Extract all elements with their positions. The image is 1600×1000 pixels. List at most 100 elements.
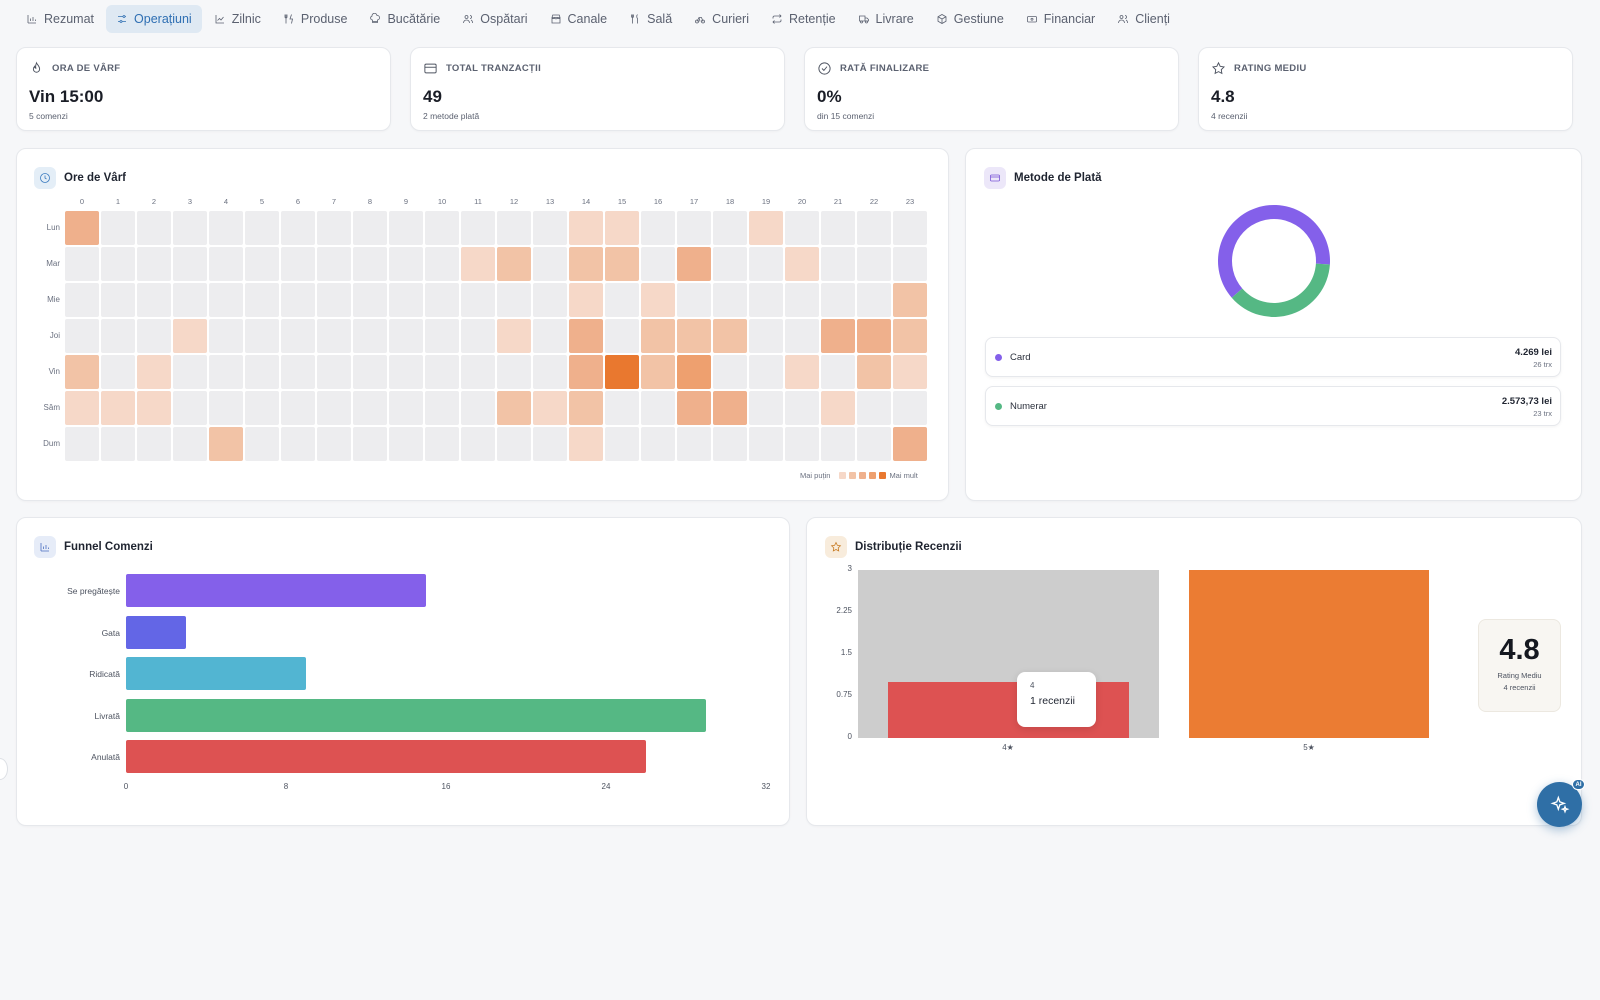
heatmap-cell[interactable]	[677, 211, 711, 245]
heatmap-cell[interactable]	[641, 247, 675, 281]
tab-3[interactable]: Produse	[273, 5, 358, 33]
heatmap-cell[interactable]	[245, 247, 279, 281]
heatmap-cell[interactable]	[461, 391, 495, 425]
heatmap-cell[interactable]	[389, 427, 423, 461]
heatmap-cell[interactable]	[785, 211, 819, 245]
heatmap-cell[interactable]	[389, 211, 423, 245]
funnel-bar[interactable]	[126, 698, 706, 732]
heatmap-cell[interactable]	[425, 319, 459, 353]
heatmap-cell[interactable]	[353, 283, 387, 317]
heatmap-cell[interactable]	[425, 355, 459, 389]
heatmap-cell[interactable]	[749, 211, 783, 245]
donut-slice-0[interactable]	[1218, 205, 1330, 298]
funnel-bar[interactable]	[126, 615, 186, 649]
heatmap-cell[interactable]	[713, 355, 747, 389]
heatmap-cell[interactable]	[713, 319, 747, 353]
heatmap-cell[interactable]	[281, 211, 315, 245]
heatmap-cell[interactable]	[353, 427, 387, 461]
heatmap-cell[interactable]	[677, 247, 711, 281]
heatmap-cell[interactable]	[533, 247, 567, 281]
heatmap-cell[interactable]	[749, 355, 783, 389]
heatmap-cell[interactable]	[641, 319, 675, 353]
heatmap-cell[interactable]	[821, 211, 855, 245]
heatmap-cell[interactable]	[65, 319, 99, 353]
heatmap-cell[interactable]	[857, 211, 891, 245]
heatmap-cell[interactable]	[857, 355, 891, 389]
tab-9[interactable]: Retenție	[761, 5, 846, 33]
heatmap-cell[interactable]	[785, 391, 819, 425]
heatmap-cell[interactable]	[497, 355, 531, 389]
payment-method-row[interactable]: Numerar 2.573,73 lei 23 trx	[985, 386, 1561, 426]
heatmap-cell[interactable]	[137, 355, 171, 389]
heatmap-cell[interactable]	[389, 391, 423, 425]
heatmap-cell[interactable]	[569, 283, 603, 317]
heatmap-cell[interactable]	[173, 211, 207, 245]
heatmap-cell[interactable]	[749, 247, 783, 281]
heatmap-cell[interactable]	[245, 427, 279, 461]
heatmap-cell[interactable]	[65, 427, 99, 461]
tab-5[interactable]: Ospătari	[452, 5, 537, 33]
heatmap-cell[interactable]	[281, 283, 315, 317]
heatmap-cell[interactable]	[281, 247, 315, 281]
heatmap-cell[interactable]	[461, 247, 495, 281]
tab-13[interactable]: Clienți	[1107, 5, 1180, 33]
heatmap-cell[interactable]	[497, 427, 531, 461]
heatmap-cell[interactable]	[893, 247, 927, 281]
heatmap-cell[interactable]	[317, 211, 351, 245]
tab-8[interactable]: Curieri	[684, 5, 759, 33]
heatmap-cell[interactable]	[101, 427, 135, 461]
heatmap-cell[interactable]	[317, 319, 351, 353]
heatmap-cell[interactable]	[353, 247, 387, 281]
funnel-bar[interactable]	[126, 740, 646, 774]
tab-0[interactable]: Rezumat	[16, 5, 104, 33]
tab-10[interactable]: Livrare	[848, 5, 924, 33]
heatmap-cell[interactable]	[533, 427, 567, 461]
heatmap-cell[interactable]	[137, 247, 171, 281]
heatmap-cell[interactable]	[713, 391, 747, 425]
heatmap-cell[interactable]	[101, 319, 135, 353]
tab-1[interactable]: Operațiuni	[106, 5, 202, 33]
heatmap-cell[interactable]	[245, 211, 279, 245]
heatmap-cell[interactable]	[569, 211, 603, 245]
heatmap-cell[interactable]	[749, 283, 783, 317]
heatmap-cell[interactable]	[749, 391, 783, 425]
heatmap-cell[interactable]	[893, 283, 927, 317]
heatmap-cell[interactable]	[425, 283, 459, 317]
heatmap-cell[interactable]	[569, 247, 603, 281]
heatmap-cell[interactable]	[245, 319, 279, 353]
funnel-bar[interactable]	[126, 657, 306, 691]
heatmap-cell[interactable]	[281, 427, 315, 461]
heatmap-cell[interactable]	[785, 355, 819, 389]
heatmap-cell[interactable]	[893, 211, 927, 245]
heatmap-cell[interactable]	[641, 355, 675, 389]
heatmap-cell[interactable]	[677, 283, 711, 317]
heatmap-cell[interactable]	[785, 247, 819, 281]
heatmap-cell[interactable]	[785, 427, 819, 461]
heatmap-cell[interactable]	[137, 427, 171, 461]
donut-slice-1[interactable]	[1231, 263, 1330, 317]
heatmap-cell[interactable]	[605, 427, 639, 461]
heatmap-cell[interactable]	[461, 319, 495, 353]
heatmap-cell[interactable]	[569, 427, 603, 461]
heatmap-cell[interactable]	[785, 283, 819, 317]
heatmap-cell[interactable]	[281, 319, 315, 353]
heatmap-cell[interactable]	[209, 247, 243, 281]
heatmap-cell[interactable]	[425, 391, 459, 425]
heatmap-cell[interactable]	[209, 283, 243, 317]
heatmap-cell[interactable]	[317, 391, 351, 425]
heatmap-cell[interactable]	[605, 211, 639, 245]
heatmap-cell[interactable]	[173, 391, 207, 425]
heatmap-cell[interactable]	[389, 319, 423, 353]
heatmap-cell[interactable]	[713, 247, 747, 281]
heatmap-cell[interactable]	[605, 247, 639, 281]
heatmap-cell[interactable]	[857, 391, 891, 425]
heatmap-cell[interactable]	[65, 247, 99, 281]
heatmap-cell[interactable]	[281, 355, 315, 389]
heatmap-cell[interactable]	[821, 319, 855, 353]
heatmap-cell[interactable]	[533, 355, 567, 389]
heatmap-cell[interactable]	[101, 355, 135, 389]
heatmap-cell[interactable]	[353, 391, 387, 425]
heatmap-cell[interactable]	[245, 355, 279, 389]
heatmap-cell[interactable]	[65, 211, 99, 245]
heatmap-cell[interactable]	[497, 247, 531, 281]
